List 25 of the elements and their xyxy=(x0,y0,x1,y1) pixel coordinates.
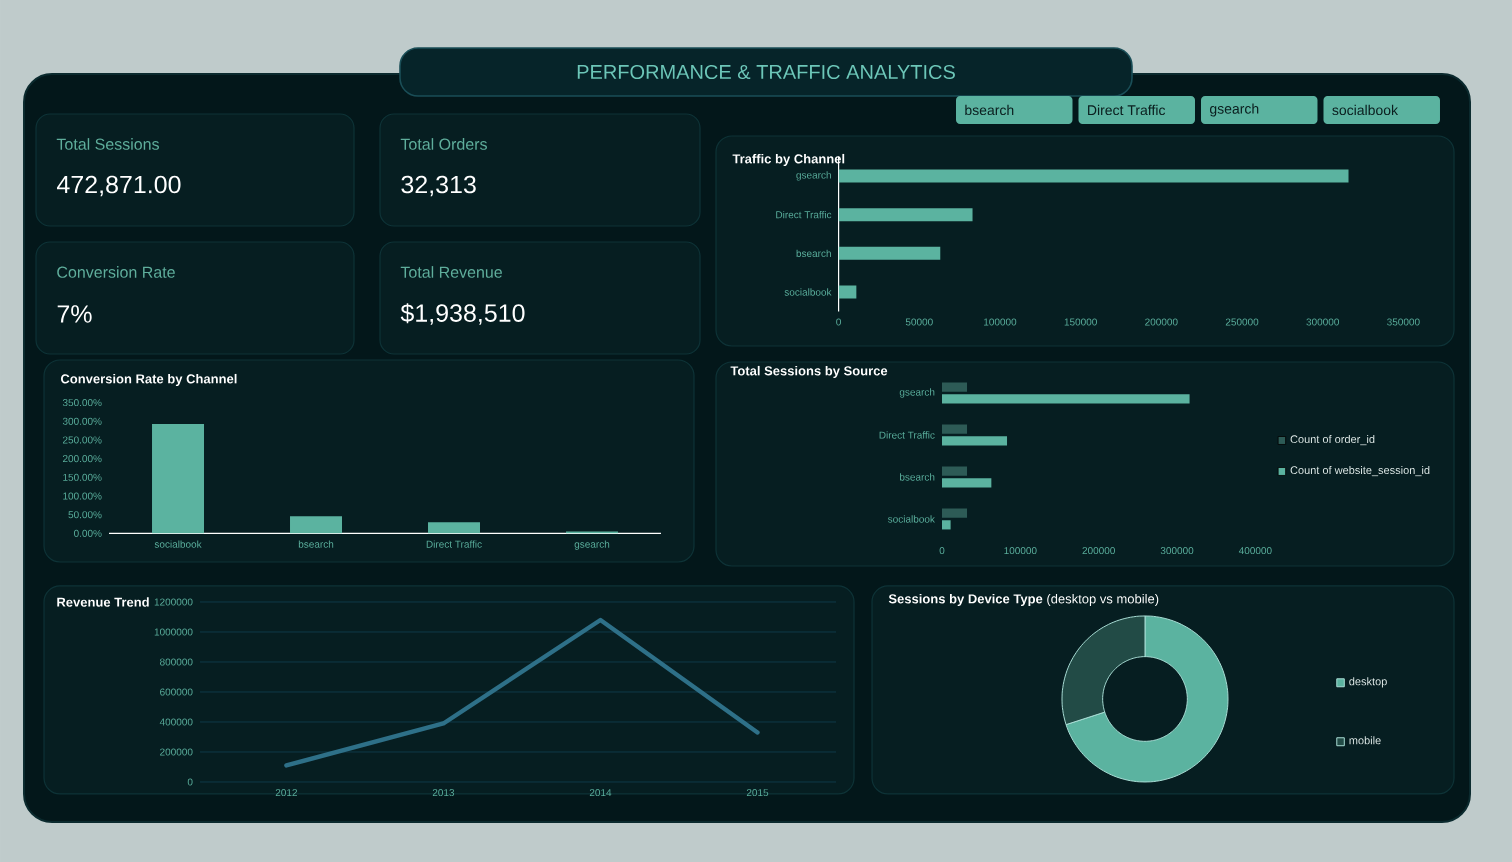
bar xyxy=(290,516,343,534)
text: $1,938,510 xyxy=(400,303,525,325)
bar xyxy=(942,436,1008,446)
text: Total Revenue xyxy=(400,266,502,278)
bar xyxy=(838,169,1349,183)
bar xyxy=(942,424,968,434)
text: PERFORMANCE & TRAFFIC ANALYTICS xyxy=(577,64,955,80)
bar xyxy=(942,382,968,392)
text: 32,313 xyxy=(401,175,476,197)
text: Total Orders xyxy=(400,138,487,150)
bar xyxy=(942,466,968,476)
bar xyxy=(428,522,480,534)
bar xyxy=(838,208,973,222)
bar xyxy=(152,423,205,534)
text: Total Sessions xyxy=(56,138,159,150)
bar xyxy=(942,508,968,518)
bar xyxy=(942,478,992,488)
bar xyxy=(942,520,951,530)
text: 7% xyxy=(57,305,92,323)
bar xyxy=(942,394,1190,404)
text: Conversion Rate xyxy=(57,266,175,278)
text: 472,871.00 xyxy=(56,175,181,197)
bar xyxy=(838,285,857,299)
bar xyxy=(838,246,941,260)
line-series xyxy=(284,617,760,768)
